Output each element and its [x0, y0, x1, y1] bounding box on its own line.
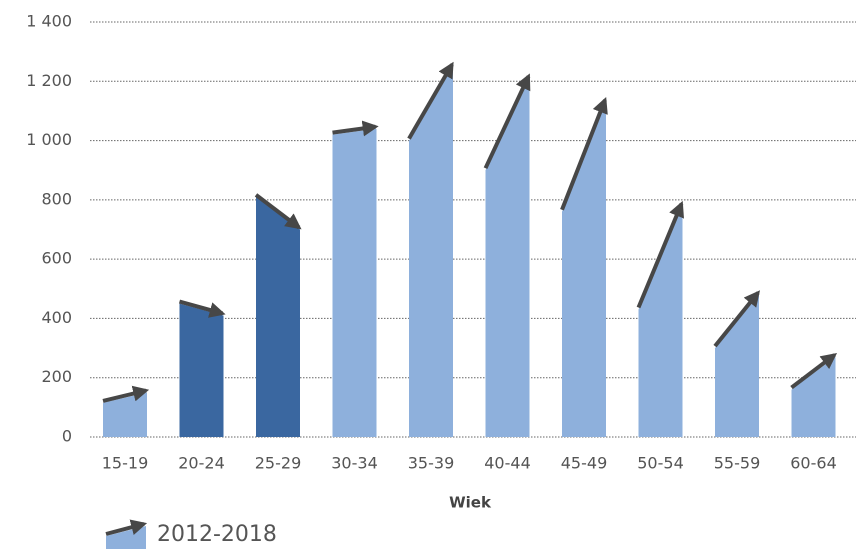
legend-label: 2012-2018 — [157, 522, 277, 547]
x-tick-label: 45-49 — [561, 454, 608, 473]
y-tick-label: 400 — [41, 308, 72, 327]
bar — [256, 196, 300, 437]
x-tick-label: 40-44 — [484, 454, 531, 473]
x-tick-label: 35-39 — [408, 454, 455, 473]
trend-arrow — [790, 353, 838, 390]
trend-arrow — [178, 299, 226, 318]
x-tick-label: 60-64 — [790, 454, 837, 473]
x-tick-label: 20-24 — [178, 454, 225, 473]
bar — [485, 78, 530, 438]
trend-arrow — [407, 61, 454, 140]
x-tick-label: 50-54 — [637, 454, 684, 473]
y-tick-label: 600 — [41, 249, 72, 268]
bar — [791, 356, 836, 437]
bar — [409, 66, 453, 437]
x-tick-label: 15-19 — [102, 454, 149, 473]
legend-arrow — [105, 519, 148, 536]
x-tick-label: 55-59 — [714, 454, 761, 473]
bar — [103, 392, 147, 437]
bar — [638, 205, 683, 437]
bar — [179, 303, 224, 437]
trend-arrow — [636, 200, 684, 309]
y-tick-label: 1 200 — [26, 71, 72, 90]
y-tick-label: 800 — [41, 189, 72, 208]
trend-arrow — [483, 73, 531, 170]
trend-arrow — [332, 120, 379, 137]
trend-arrow — [560, 97, 608, 211]
x-axis-label: Wiek — [449, 494, 492, 512]
bar — [715, 294, 759, 437]
y-tick-label: 1 000 — [26, 130, 72, 149]
trend-arrow — [254, 193, 302, 230]
x-tick-label: 30-34 — [331, 454, 378, 473]
y-tick-label: 0 — [62, 427, 72, 446]
x-tick-label: 25-29 — [255, 454, 302, 473]
y-tick-label: 1 400 — [26, 12, 72, 31]
trend-arrow — [713, 290, 761, 348]
y-tick-label: 200 — [41, 367, 72, 386]
bar — [332, 128, 377, 437]
trend-arrow — [102, 385, 150, 403]
